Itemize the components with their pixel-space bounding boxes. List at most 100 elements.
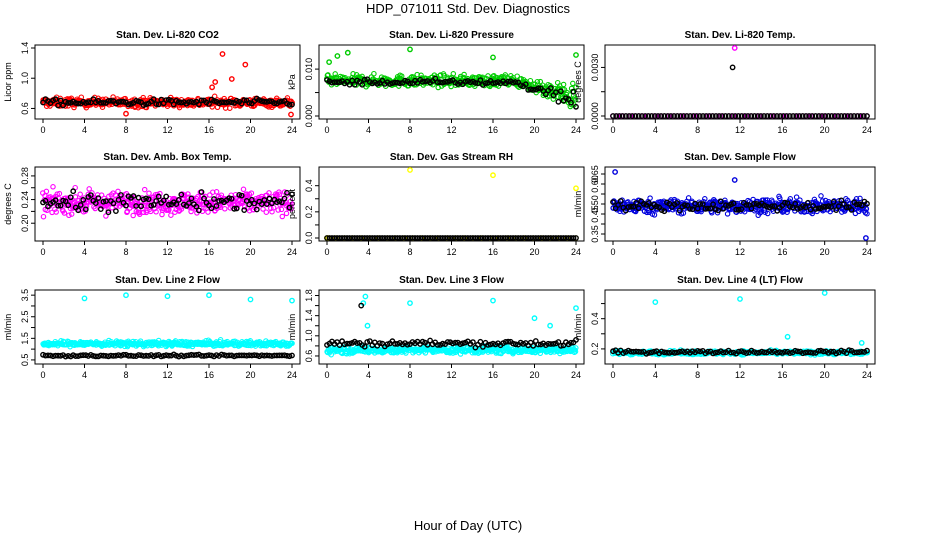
data-point <box>651 212 658 218</box>
data-point <box>671 113 677 119</box>
data-point <box>379 235 386 241</box>
data-point <box>236 191 243 198</box>
data-point <box>616 113 623 119</box>
data-point <box>210 189 216 195</box>
data-point <box>396 235 403 241</box>
data-point <box>251 200 258 207</box>
panel-3: Stan. Dev. Li-820 Temp. degrees C 0 4 8 12 16 2… <box>573 30 876 135</box>
y-tick-label: 0.010 <box>304 58 314 81</box>
data-point <box>246 100 253 106</box>
x-tick-label: 16 <box>777 125 787 135</box>
data-point <box>820 203 827 210</box>
x-tick-label: 24 <box>287 370 297 380</box>
panel-title: Stan. Dev. Li-820 Temp. <box>685 30 796 41</box>
data-point <box>95 195 102 202</box>
data-point <box>246 352 253 359</box>
data-point <box>815 113 822 119</box>
x-tick-label: 20 <box>245 247 255 257</box>
data-point <box>153 352 160 359</box>
data-point-outlier <box>288 111 294 118</box>
data-point <box>82 206 89 213</box>
data-point <box>613 113 620 119</box>
x-tick-label: 0 <box>610 125 615 135</box>
data-point <box>181 192 188 198</box>
y-tick-label: 0.65 <box>590 165 600 183</box>
data-point-outlier <box>219 51 226 57</box>
x-tick-label: 4 <box>366 125 371 135</box>
data-point <box>329 235 335 241</box>
x-tick-label: 20 <box>820 247 830 257</box>
data-point <box>542 91 549 98</box>
x-tick-label: 0 <box>40 370 45 380</box>
data-point-outlier <box>863 235 869 241</box>
data-point <box>175 196 182 203</box>
y-tick-label: 1.4 <box>304 309 314 322</box>
x-tick-label: 24 <box>287 125 297 135</box>
y-tick-label: 0.4 <box>590 312 600 325</box>
x-tick-label: 12 <box>446 247 456 257</box>
data-point <box>228 195 235 202</box>
y-tick-label: 1.5 <box>20 332 30 345</box>
series-1 <box>324 167 579 241</box>
data-point <box>266 98 273 105</box>
data-point <box>97 99 104 106</box>
y-tick-label: 0.6 <box>20 102 30 115</box>
data-point-outlier <box>206 292 212 299</box>
y-tick-label: 0.0 <box>304 232 314 245</box>
data-point <box>238 192 245 199</box>
data-point <box>263 209 270 215</box>
data-point-outlier <box>407 300 413 306</box>
data-point <box>108 97 114 104</box>
data-point <box>709 113 716 119</box>
data-point <box>253 206 260 213</box>
data-point-outlier <box>344 49 351 56</box>
data-point <box>570 88 577 95</box>
data-point <box>681 202 688 209</box>
y-tick-label: 0.4 <box>304 179 314 192</box>
data-point <box>279 213 286 220</box>
data-point <box>227 105 233 111</box>
x-tick-label: 16 <box>488 125 498 135</box>
x-tick-label: 12 <box>446 125 456 135</box>
x-tick-label: 4 <box>82 247 87 257</box>
data-point <box>447 78 454 84</box>
data-point <box>185 191 191 197</box>
data-point-outlier <box>123 110 129 117</box>
data-point <box>103 213 109 219</box>
data-point <box>329 79 335 86</box>
data-point <box>118 192 124 198</box>
data-point <box>216 197 223 204</box>
y-axis-label: ml/min <box>573 191 583 218</box>
x-tick-label: 0 <box>324 125 329 135</box>
data-point <box>535 85 542 92</box>
data-point <box>278 206 285 213</box>
data-point <box>633 199 639 206</box>
data-point <box>407 80 413 87</box>
x-tick-label: 0 <box>610 247 615 257</box>
x-tick-label: 16 <box>777 247 787 257</box>
data-point <box>78 94 85 100</box>
data-point <box>275 207 281 213</box>
data-point-outlier <box>573 305 579 311</box>
data-point <box>497 235 504 241</box>
data-point <box>477 77 484 84</box>
data-point <box>661 113 668 119</box>
y-axis-label: ml/min <box>3 314 13 341</box>
data-point <box>625 204 632 211</box>
data-point <box>510 79 516 86</box>
data-point <box>198 97 205 104</box>
y-tick-label: 0.0000 <box>590 102 600 130</box>
data-point <box>555 98 562 105</box>
data-point <box>141 186 148 193</box>
data-point <box>158 353 165 360</box>
data-point <box>812 113 819 119</box>
x-tick-label: 8 <box>123 247 128 257</box>
data-point <box>661 208 668 215</box>
data-point <box>289 191 295 198</box>
data-point <box>47 352 54 359</box>
data-point <box>62 198 69 205</box>
data-point <box>748 205 755 212</box>
data-point <box>422 78 428 85</box>
x-tick-label: 4 <box>653 370 658 380</box>
